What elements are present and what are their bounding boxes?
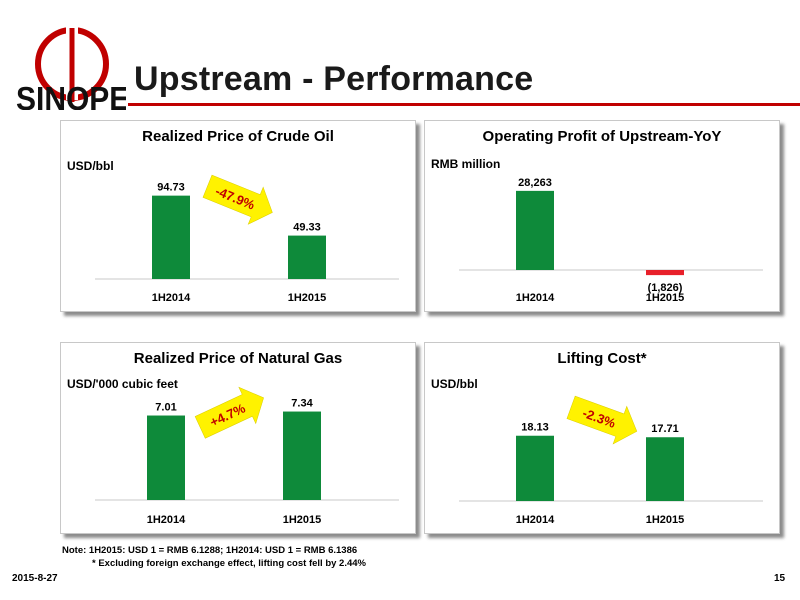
chart-panel-crude-oil: Realized Price of Crude Oil USD/bbl 94.7…: [60, 120, 416, 312]
chart-title: Realized Price of Crude Oil: [142, 128, 334, 145]
x-tick-1h2015: 1H2015: [646, 514, 685, 526]
chart-panel-operating-profit: Operating Profit of Upstream-YoY RMB mil…: [424, 120, 780, 312]
bar-1h2015: [646, 437, 684, 501]
data-label-1h2014: 18.13: [521, 422, 549, 434]
y-axis-label: USD/bbl: [431, 377, 478, 391]
chart-title: Realized Price of Natural Gas: [133, 350, 343, 367]
page-number: 15: [774, 573, 786, 584]
bar-1h2014: [516, 190, 554, 270]
change-arrow: -2.3%: [566, 395, 638, 445]
chart-title: Operating Profit of Upstream-YoY: [482, 128, 722, 145]
chart-panel-lifting-cost: Lifting Cost* USD/bbl 18.13 17.71 1H2014…: [424, 342, 780, 534]
chart-svg: 7.01 7.34 1H2014 1H2015 +4.7%: [95, 386, 399, 526]
y-axis-label: USD/bbl: [67, 159, 114, 173]
bar-1h2015: [646, 270, 684, 276]
footnote-exchange-rate: Note: 1H2015: USD 1 = RMB 6.1288; 1H2014…: [62, 545, 358, 556]
chart-svg: 18.13 17.71 1H2014 1H2015 -2.3%: [459, 395, 763, 526]
x-tick-1h2015: 1H2015: [283, 514, 322, 526]
y-axis-label: RMB million: [431, 157, 501, 171]
page-title: Upstream - Performance: [134, 60, 534, 98]
chart-svg: 28,263 (1,826) 1H2014 1H2015: [459, 177, 763, 304]
title-divider: [128, 103, 800, 106]
data-label-1h2015: 49.33: [293, 222, 321, 234]
data-label-1h2015: (1,826): [648, 282, 683, 294]
data-label-1h2015: 17.71: [651, 423, 679, 435]
x-tick-1h2014: 1H2014: [147, 514, 186, 526]
change-arrow: +4.7%: [194, 386, 264, 439]
x-tick-1h2014: 1H2014: [516, 292, 555, 304]
sinopec-logo: SINOPEC: [16, 26, 126, 110]
x-tick-1h2014: 1H2014: [516, 514, 555, 526]
y-axis-label: USD/'000 cubic feet: [67, 377, 178, 391]
bar-1h2015: [283, 411, 321, 500]
svg-text:SINOPEC: SINOPEC: [16, 80, 126, 110]
data-label-1h2015: 7.34: [291, 398, 313, 410]
footnote-lifting-cost: * Excluding foreign exchange effect, lif…: [92, 558, 366, 569]
chart-title: Lifting Cost*: [557, 350, 647, 367]
footer-date: 2015-8-27: [12, 573, 58, 584]
bar-1h2014: [152, 195, 190, 279]
data-label-1h2014: 7.01: [155, 402, 176, 414]
change-arrow: -47.9%: [202, 174, 273, 225]
data-label-1h2014: 94.73: [157, 182, 185, 194]
data-label-1h2014: 28,263: [518, 177, 552, 189]
x-tick-1h2015: 1H2015: [646, 292, 685, 304]
bar-1h2015: [288, 235, 326, 279]
x-tick-1h2015: 1H2015: [288, 292, 327, 304]
chart-svg: 94.73 49.33 1H2014 1H2015 -47.9%: [95, 174, 399, 304]
bar-1h2014: [516, 435, 554, 501]
chart-panel-natural-gas: Realized Price of Natural Gas USD/'000 c…: [60, 342, 416, 534]
bar-1h2014: [147, 415, 185, 500]
x-tick-1h2014: 1H2014: [152, 292, 191, 304]
